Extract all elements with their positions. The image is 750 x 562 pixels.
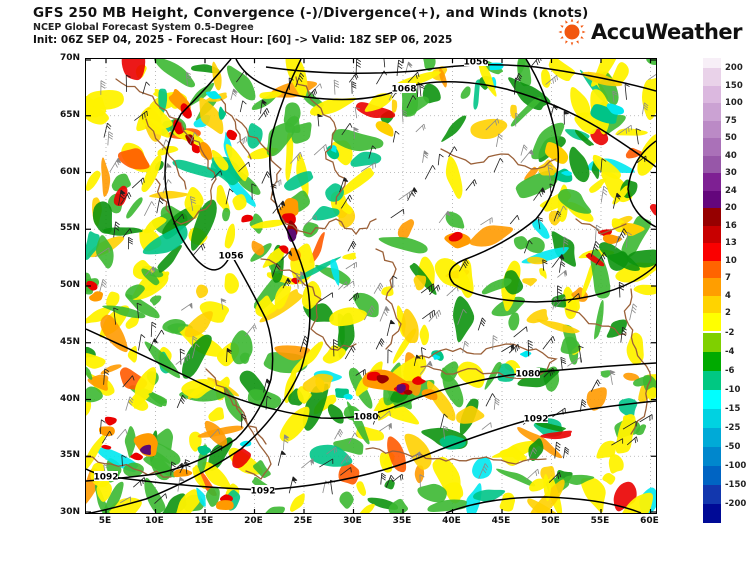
colorbar-segment xyxy=(703,58,721,68)
colorbar-label: 20 xyxy=(725,203,737,213)
lon-label: 45E xyxy=(491,516,511,526)
colorbar-segment xyxy=(703,68,721,86)
colorbar-label: -6 xyxy=(725,366,735,376)
colorbar-segment xyxy=(703,155,721,173)
colorbar-segment xyxy=(703,103,721,121)
colorbar-segment xyxy=(703,504,721,523)
accuweather-logo: AccuWeather xyxy=(558,18,743,46)
colorbar-label: -10 xyxy=(725,385,741,395)
colorbar-label: 150 xyxy=(725,80,743,91)
colorbar-segment xyxy=(703,243,721,261)
map-plot-area: 1056 1068 1056 1080 1080 1092 1092 1092 xyxy=(85,58,657,514)
svg-text:1092: 1092 xyxy=(523,415,548,425)
colorbar-label: 2 xyxy=(725,308,731,318)
accuweather-wordmark: AccuWeather xyxy=(591,20,743,44)
colorbar-segment xyxy=(703,390,721,409)
colorbar-label: 50 xyxy=(725,133,737,143)
colorbar-label: -25 xyxy=(725,423,741,433)
lat-label: 50N xyxy=(59,280,80,290)
lat-label: 70N xyxy=(59,53,80,63)
colorbar-label: -100 xyxy=(725,461,747,471)
lat-label: 65N xyxy=(59,109,80,120)
lat-label: 45N xyxy=(59,336,80,347)
colorbar-label: 24 xyxy=(725,185,737,196)
svg-text:1068: 1068 xyxy=(391,85,416,95)
svg-text:1056: 1056 xyxy=(463,59,488,68)
colorbar-segment xyxy=(703,278,721,296)
colorbar-label: -2 xyxy=(725,328,735,338)
lon-label: 50E xyxy=(541,516,560,526)
lon-label: 5E xyxy=(98,516,112,526)
page-title: GFS 250 MB Height, Convergence (-)/Diver… xyxy=(33,5,589,21)
colorbar-segment xyxy=(703,120,721,138)
svg-text:1092: 1092 xyxy=(93,473,118,483)
lon-label: 35E xyxy=(392,516,412,526)
lon-label: 55E xyxy=(590,516,610,526)
lat-label: 40N xyxy=(59,393,80,404)
lon-label: 60E xyxy=(640,516,659,526)
colorbar-label: -15 xyxy=(725,404,741,414)
lon-label: 25E xyxy=(293,516,313,526)
colorbar-segment xyxy=(703,485,721,504)
colorbar-segment xyxy=(703,428,721,447)
colorbar-segment xyxy=(703,85,721,103)
lat-label: 60N xyxy=(59,166,80,177)
colorbar-label: -150 xyxy=(725,480,747,490)
colorbar-label: -200 xyxy=(725,499,747,509)
colorbar-label: -50 xyxy=(725,442,741,452)
lon-label: 30E xyxy=(343,516,362,526)
colorbar-segment xyxy=(703,371,721,390)
colorbar-segment xyxy=(703,352,721,371)
lon-label: 15E xyxy=(194,516,214,526)
colorbar-segment xyxy=(703,138,721,156)
svg-text:1056: 1056 xyxy=(218,252,243,262)
model-subtitle: NCEP Global Forecast System 0.5-Degree xyxy=(33,22,254,33)
colorbar-label: 30 xyxy=(725,168,737,178)
colorbar-label: 100 xyxy=(725,98,743,108)
colorbar-segment xyxy=(703,409,721,428)
lon-label: 40E xyxy=(442,516,461,526)
colorbar-label: 200 xyxy=(725,63,743,73)
colorbar-segment xyxy=(703,260,721,278)
colorbar-label: 10 xyxy=(725,255,737,266)
svg-text:1080: 1080 xyxy=(515,370,540,380)
colorbar-segment xyxy=(703,173,721,191)
colorbar-segment xyxy=(703,466,721,485)
lat-label: 35N xyxy=(59,450,80,461)
svg-text:1092: 1092 xyxy=(250,487,275,497)
init-forecast-valid-line: Init: 06Z SEP 04, 2025 - Forecast Hour: … xyxy=(33,34,453,46)
weather-map-canvas: 1056 1068 1056 1080 1080 1092 1092 1092 xyxy=(86,59,656,513)
colorbar-label: 75 xyxy=(725,115,737,126)
colorbar-segment xyxy=(703,225,721,243)
colorbar-label: 13 xyxy=(725,238,737,248)
colorbar-label: -4 xyxy=(725,347,735,357)
colorbar-segment xyxy=(703,190,721,208)
colorbar-segment xyxy=(703,447,721,466)
colorbar-label: 4 xyxy=(725,290,731,301)
svg-text:1080: 1080 xyxy=(353,413,378,423)
lon-label: 20E xyxy=(244,516,263,526)
colorbar-segment xyxy=(703,313,721,331)
colorbar-segment xyxy=(703,333,721,352)
lat-label: 30N xyxy=(59,507,80,517)
colorbar-label: 7 xyxy=(725,273,731,283)
accuweather-sun-icon xyxy=(558,18,586,46)
lat-label: 55N xyxy=(59,223,80,234)
colorbar-label: 40 xyxy=(725,150,737,161)
lon-label: 10E xyxy=(145,516,164,526)
colorbar-segment xyxy=(703,295,721,313)
colorbar-segment xyxy=(703,208,721,226)
colorbar-label: 16 xyxy=(725,220,737,231)
